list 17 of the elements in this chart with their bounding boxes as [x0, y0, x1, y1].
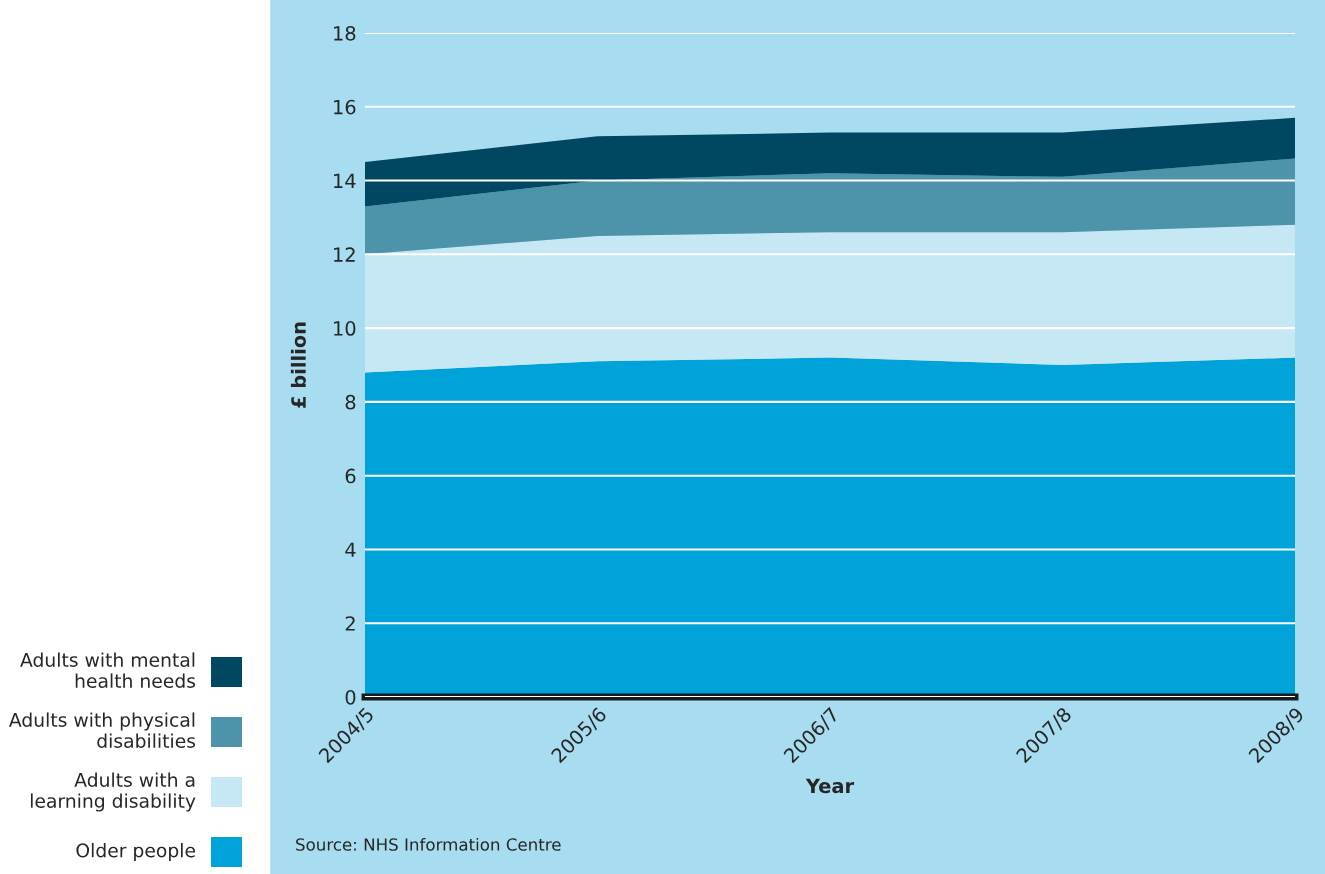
y-tick-label: 6 [345, 468, 356, 484]
legend-label: Adults with physical disabilities [8, 712, 196, 748]
y-axis-title: £ billion [290, 322, 306, 408]
x-axis-title: Year [805, 778, 855, 794]
y-tick-label: 16 [334, 99, 356, 115]
legend-label: Adults with mental health needs [20, 652, 196, 688]
y-tick-label: 0 [345, 689, 356, 705]
y-tick-label: 18 [334, 25, 356, 41]
y-tick-label: 8 [345, 394, 356, 410]
legend-label: Adults with a learning disability [30, 772, 196, 812]
y-tick-label: 14 [334, 173, 356, 188]
y-tick-label: 2 [345, 616, 355, 631]
y-tick-label: 10 [334, 321, 356, 336]
legend-label: Older people [76, 842, 195, 862]
y-tick-label: 12 [334, 247, 355, 262]
y-tick-label: 4 [345, 542, 356, 557]
source-note: Source: NHS Information Centre [296, 837, 561, 851]
